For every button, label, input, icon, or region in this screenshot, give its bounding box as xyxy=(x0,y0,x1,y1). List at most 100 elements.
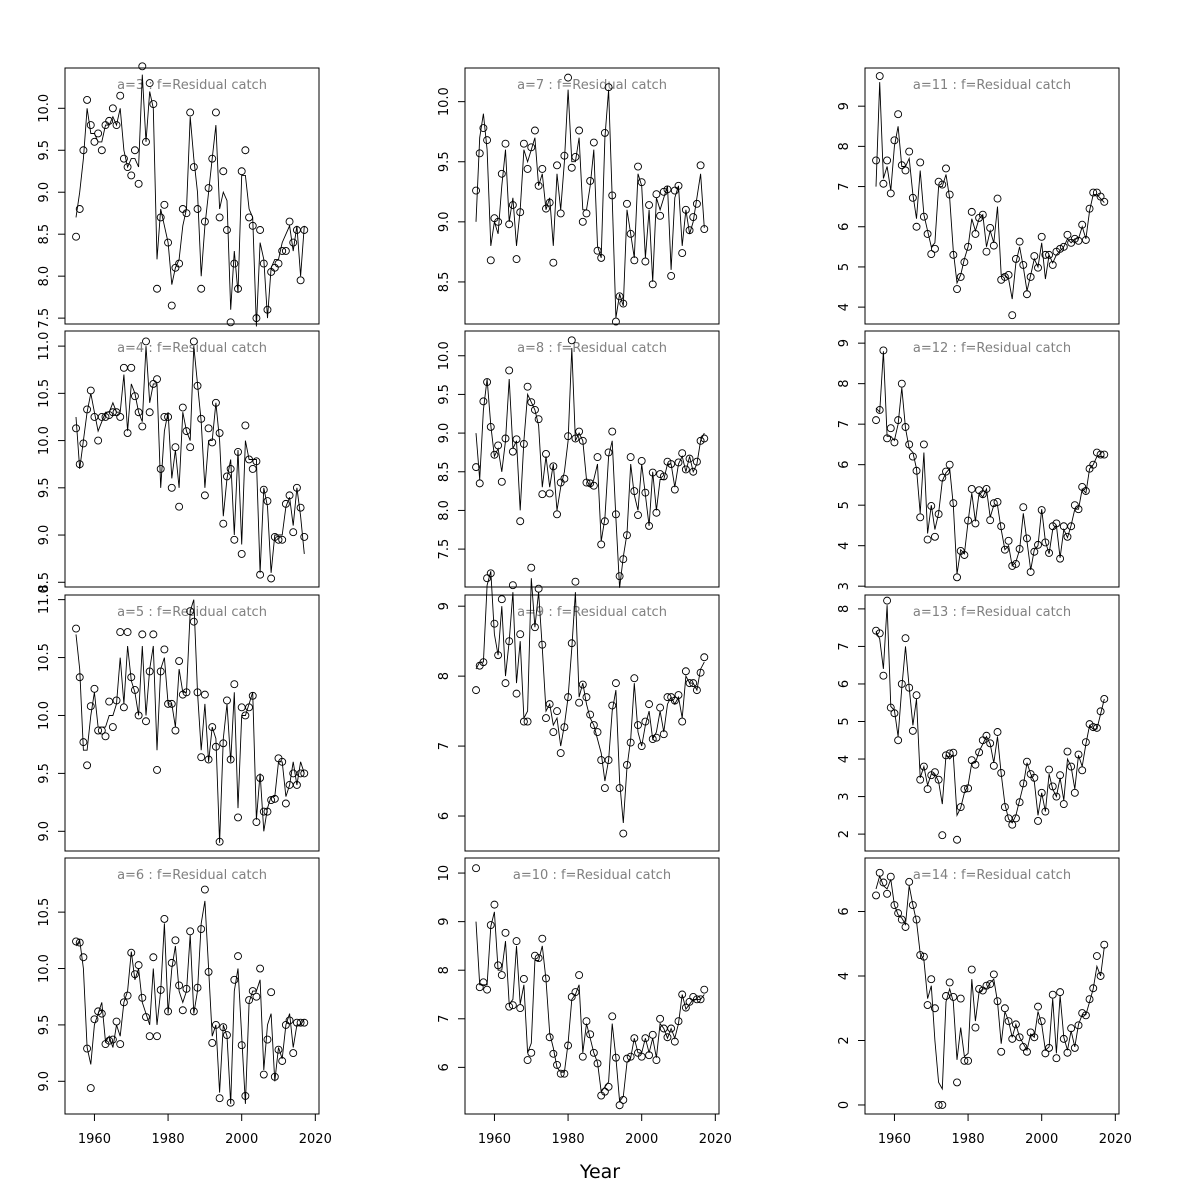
point xyxy=(237,549,246,558)
y-tick-label: 10.0 xyxy=(37,954,52,983)
point xyxy=(626,1052,635,1061)
point xyxy=(927,250,936,259)
point xyxy=(160,413,169,421)
point xyxy=(523,382,532,391)
panel-title: a=11 : f=Residual catch xyxy=(913,78,1071,93)
point xyxy=(75,205,84,213)
point xyxy=(189,163,198,171)
point xyxy=(160,645,169,654)
y-tick-label: 8.5 xyxy=(37,224,52,245)
point xyxy=(79,953,88,962)
fit-line xyxy=(875,605,1105,824)
point xyxy=(534,584,543,593)
fit-line xyxy=(875,82,1105,300)
point xyxy=(237,167,246,176)
point xyxy=(578,680,587,689)
point xyxy=(241,421,250,430)
point xyxy=(234,952,242,961)
point xyxy=(281,247,290,255)
point xyxy=(101,413,110,421)
point xyxy=(652,190,661,199)
point xyxy=(186,443,195,452)
point xyxy=(883,596,892,605)
point xyxy=(1011,1020,1020,1029)
point xyxy=(119,363,128,372)
y-tick-label: 11.0 xyxy=(37,585,52,614)
point xyxy=(615,292,624,301)
point xyxy=(175,502,184,511)
point xyxy=(72,624,80,633)
point xyxy=(1008,820,1017,829)
point xyxy=(604,1082,613,1091)
panel-title: a=8 : f=Residual catch xyxy=(517,341,667,356)
point xyxy=(700,434,709,443)
point xyxy=(1004,1017,1013,1026)
point xyxy=(508,581,517,590)
point xyxy=(145,408,154,417)
point xyxy=(226,318,235,327)
point xyxy=(281,799,290,808)
point xyxy=(523,1056,532,1065)
point xyxy=(527,563,536,572)
point xyxy=(938,831,947,840)
point xyxy=(1000,1004,1009,1013)
point xyxy=(571,988,580,997)
point xyxy=(645,201,654,209)
point xyxy=(300,1018,309,1027)
y-tick-label: 8 xyxy=(437,966,452,974)
point xyxy=(953,285,961,293)
point xyxy=(90,1015,99,1024)
point xyxy=(289,528,298,537)
point xyxy=(1067,1024,1076,1033)
point xyxy=(223,226,231,234)
point xyxy=(116,628,125,637)
point xyxy=(916,513,925,522)
point xyxy=(593,1059,602,1068)
point xyxy=(516,517,525,526)
point xyxy=(497,595,506,604)
point xyxy=(153,765,161,774)
point xyxy=(483,985,492,994)
point xyxy=(938,1101,947,1109)
panel-title: a=14 : f=Residual catch xyxy=(913,868,1071,883)
point xyxy=(538,490,547,499)
point xyxy=(542,714,550,723)
point xyxy=(637,1052,646,1061)
point xyxy=(1067,522,1076,531)
point xyxy=(956,994,965,1003)
point xyxy=(108,1035,117,1044)
point xyxy=(545,700,554,709)
point xyxy=(523,717,532,726)
point xyxy=(160,200,169,209)
point xyxy=(960,1056,969,1065)
point xyxy=(681,465,690,474)
point xyxy=(1034,1002,1042,1011)
point xyxy=(692,199,701,208)
point xyxy=(875,72,884,80)
point xyxy=(696,161,705,170)
point xyxy=(578,217,587,226)
point xyxy=(189,337,198,346)
y-tick-label: 6 xyxy=(837,223,852,231)
point xyxy=(219,519,228,528)
x-tick-label: 2000 xyxy=(1025,1132,1058,1147)
point xyxy=(193,205,202,213)
point xyxy=(483,136,492,145)
point xyxy=(1052,792,1061,801)
x-tick-label: 2020 xyxy=(699,1132,732,1147)
y-tick-label: 7 xyxy=(837,420,852,428)
point xyxy=(219,167,228,176)
point xyxy=(894,110,903,119)
y-tick-label: 5 xyxy=(837,501,852,509)
panel-title: a=7 : f=Residual catch xyxy=(517,78,667,93)
point xyxy=(1063,747,1072,756)
point xyxy=(490,619,499,628)
point xyxy=(597,756,606,765)
point xyxy=(582,693,591,702)
point xyxy=(171,726,180,735)
point xyxy=(905,147,914,156)
x-tick-label: 1960 xyxy=(78,1132,111,1147)
point xyxy=(127,363,136,372)
y-tick-label: 7 xyxy=(837,182,852,190)
